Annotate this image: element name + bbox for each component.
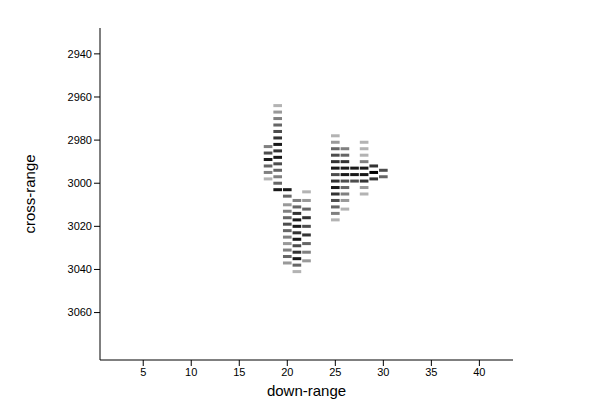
- svg-text:3040: 3040: [68, 263, 92, 275]
- svg-text:40: 40: [473, 366, 485, 378]
- svg-text:5: 5: [140, 366, 146, 378]
- svg-text:2980: 2980: [68, 134, 92, 146]
- svg-text:30: 30: [377, 366, 389, 378]
- svg-text:3000: 3000: [68, 177, 92, 189]
- svg-text:25: 25: [329, 366, 341, 378]
- svg-text:2940: 2940: [68, 48, 92, 60]
- svg-text:35: 35: [425, 366, 437, 378]
- svg-text:15: 15: [233, 366, 245, 378]
- svg-text:20: 20: [281, 366, 293, 378]
- svg-text:2960: 2960: [68, 91, 92, 103]
- svg-text:3020: 3020: [68, 220, 92, 232]
- svg-text:10: 10: [185, 366, 197, 378]
- svg-text:down-range: down-range: [267, 382, 346, 399]
- svg-text:cross-range: cross-range: [21, 154, 38, 233]
- svg-text:3060: 3060: [68, 306, 92, 318]
